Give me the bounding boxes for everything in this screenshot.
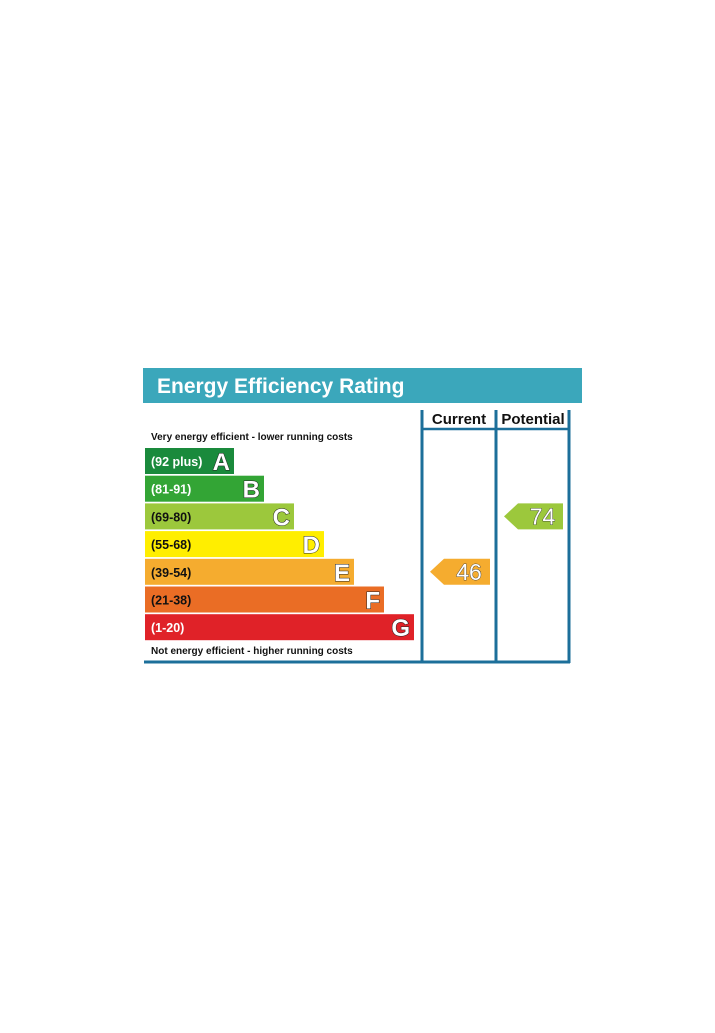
rating-band-d: (55-68) D bbox=[145, 531, 324, 560]
band-letter-f: F bbox=[365, 588, 380, 615]
current-arrow-shape bbox=[430, 558, 490, 585]
potential-arrow-shape bbox=[504, 503, 563, 530]
rating-band-f: (21-38) F bbox=[145, 586, 384, 615]
potential-rating-arrow: 74 bbox=[504, 503, 563, 530]
band-range-a: (92 plus) bbox=[151, 455, 202, 469]
rating-band-c: (69-80) C bbox=[145, 503, 294, 532]
band-letter-c: C bbox=[273, 504, 290, 531]
current-rating-value: 46 bbox=[456, 559, 482, 585]
band-bar-f bbox=[145, 586, 384, 613]
rating-band-b: (81-91) B bbox=[145, 475, 264, 504]
chart-title: Energy Efficiency Rating bbox=[157, 375, 404, 398]
band-range-f: (21-38) bbox=[151, 594, 191, 608]
band-range-d: (55-68) bbox=[151, 538, 191, 552]
top-note: Very energy efficient - lower running co… bbox=[151, 432, 353, 443]
band-bar-g bbox=[145, 614, 414, 641]
band-letter-d: D bbox=[303, 532, 320, 559]
potential-rating-value: 74 bbox=[530, 503, 556, 529]
band-bar-a bbox=[145, 448, 234, 474]
band-range-e: (39-54) bbox=[151, 566, 191, 580]
chart-title-bar bbox=[143, 368, 582, 403]
band-range-g: (1-20) bbox=[151, 621, 184, 635]
band-letter-b: B bbox=[243, 477, 260, 504]
band-range-b: (81-91) bbox=[151, 483, 191, 497]
chart-frame bbox=[144, 410, 571, 664]
rating-band-g: (1-20) G bbox=[145, 614, 414, 643]
column-header-potential: Potential bbox=[501, 411, 564, 428]
rating-band-a: (92 plus) A bbox=[145, 448, 234, 477]
column-header-current: Current bbox=[432, 411, 486, 428]
band-letter-a: A bbox=[213, 449, 230, 476]
current-rating-arrow: 46 bbox=[430, 558, 490, 585]
band-bar-c bbox=[145, 503, 294, 530]
band-bar-d bbox=[145, 531, 324, 558]
rating-band-e: (39-54) E bbox=[145, 558, 354, 587]
band-range-c: (69-80) bbox=[151, 510, 191, 524]
rating-arrows: 46 74 bbox=[430, 503, 563, 585]
band-letter-e: E bbox=[334, 560, 350, 587]
band-bar-e bbox=[145, 558, 354, 585]
rating-bands: (92 plus) A(81-91) B(69-80) C(55-68) D(39-54… bbox=[145, 448, 414, 643]
band-letter-g: G bbox=[391, 615, 410, 642]
bottom-note: Not energy efficient - higher running co… bbox=[151, 646, 353, 657]
band-bar-b bbox=[145, 475, 264, 502]
